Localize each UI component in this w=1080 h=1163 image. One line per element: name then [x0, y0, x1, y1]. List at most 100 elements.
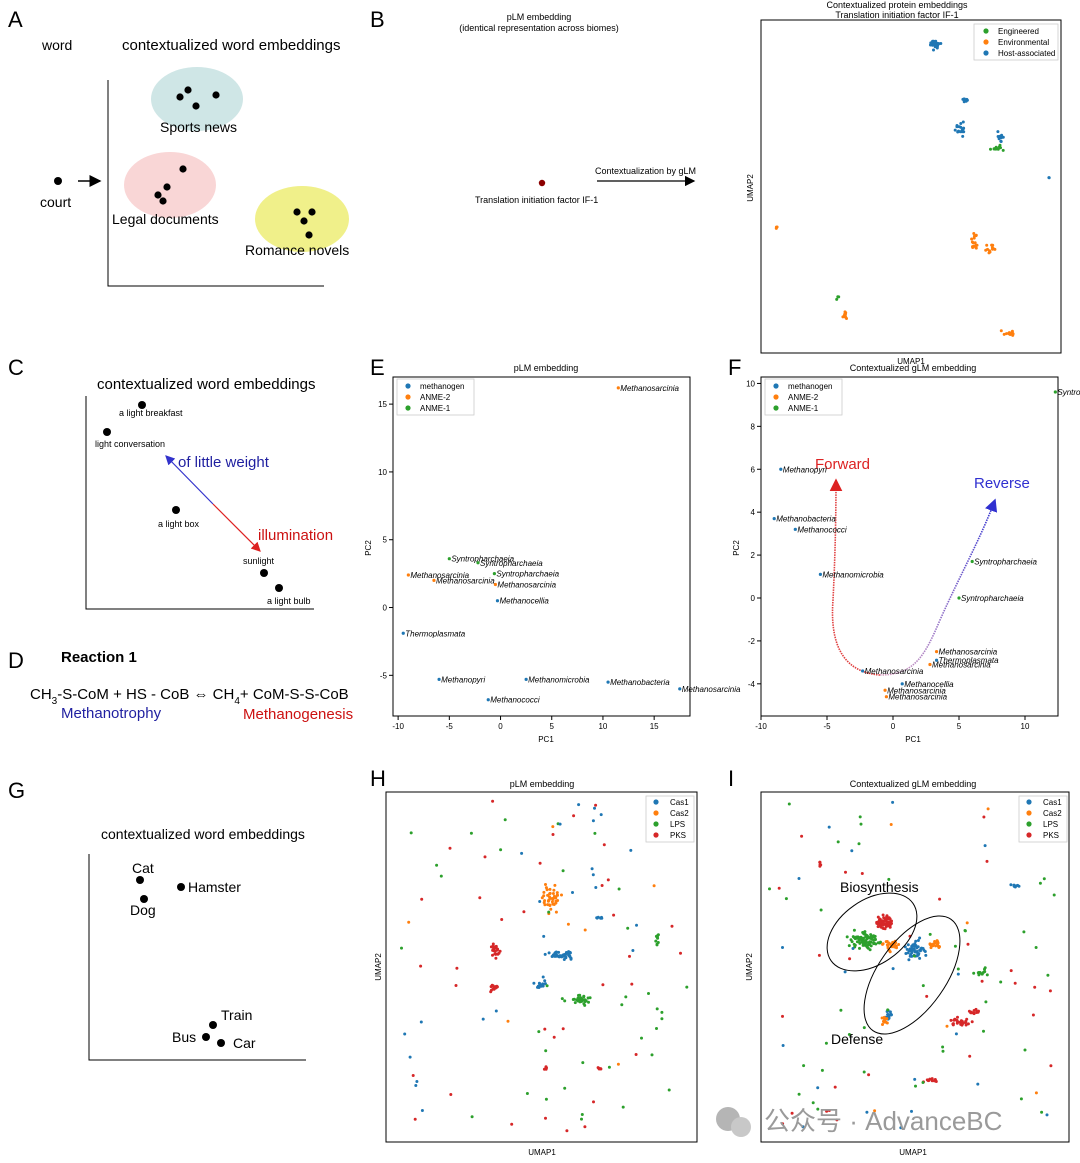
data-point: [506, 1019, 510, 1023]
data-point: [573, 1001, 577, 1005]
legend-label: Cas1: [670, 798, 689, 807]
data-point: [954, 1032, 958, 1036]
x-tick-label: 0: [891, 722, 896, 731]
data-point: [879, 921, 883, 925]
data-point: [784, 897, 788, 901]
data-point: [844, 311, 847, 315]
data-point: [914, 1084, 917, 1088]
data-point: [547, 899, 550, 903]
data-point: [600, 884, 604, 887]
data-point: [930, 1079, 934, 1083]
data-point: [890, 922, 893, 925]
data-point: [538, 984, 542, 988]
data-point: [626, 926, 630, 930]
data-point: [500, 918, 504, 921]
y-tick-label: 10: [378, 468, 387, 477]
data-point: [852, 942, 856, 946]
data-point: [656, 941, 660, 944]
data-point: [965, 1017, 969, 1021]
data-point: [801, 1125, 805, 1129]
data-point: [819, 908, 823, 912]
data-point: [525, 1092, 529, 1095]
data-point: [561, 954, 565, 958]
data-point: [845, 935, 849, 939]
data-point: [878, 941, 882, 945]
data-point: [408, 1055, 412, 1059]
x-tick-label: 10: [1021, 722, 1030, 731]
data-point: [847, 944, 851, 948]
data-point: [582, 1002, 586, 1006]
data-point: [999, 980, 1003, 984]
data-point: [862, 932, 866, 936]
data-point: [592, 1100, 595, 1104]
data-point: [493, 582, 498, 587]
data-point: [937, 945, 941, 949]
point-label: Thermoplasmata: [405, 629, 466, 638]
data-point: [777, 886, 781, 890]
data-point: [616, 386, 620, 390]
data-point: [420, 897, 424, 901]
data-point: [932, 48, 935, 52]
word-label: Bus: [172, 1029, 196, 1045]
legend-label: ANME-2: [788, 393, 819, 402]
data-point: [414, 1084, 418, 1087]
data-point: [929, 41, 933, 45]
data-point: [912, 948, 916, 952]
cwe-header-g: contextualized word embeddings: [101, 826, 305, 842]
point-label: Methanopyri: [441, 675, 485, 684]
data-point: [857, 842, 861, 846]
point-label: Methanobacteria: [610, 678, 670, 687]
data-point: [883, 919, 887, 923]
data-point: [895, 946, 898, 950]
data-point: [887, 877, 891, 881]
data-point: [827, 1109, 831, 1112]
data-point: [963, 929, 967, 933]
data-point: [977, 971, 981, 974]
data-point: [797, 877, 801, 880]
data-point: [561, 869, 565, 873]
data-point: [563, 1086, 567, 1090]
data-point: [1023, 1048, 1027, 1052]
data-point: [546, 893, 550, 897]
data-point: [876, 915, 880, 919]
legend-label: LPS: [670, 820, 685, 829]
plot-frame-b: [760, 19, 1062, 354]
data-point: [437, 677, 441, 681]
data-point: [816, 1107, 820, 1111]
data-point: [817, 953, 821, 957]
data-point: [1049, 1064, 1053, 1068]
y-tick-label: -4: [748, 680, 756, 689]
data-point: [953, 944, 957, 948]
data-point: [495, 599, 500, 603]
panel-label-g: G: [8, 778, 25, 803]
data-point: [873, 938, 877, 942]
word-dot: [212, 91, 220, 99]
data-point: [548, 903, 551, 907]
data-point: [1001, 135, 1005, 139]
plm-title-b: pLM embedding: [507, 12, 572, 22]
panel-d: Reaction 1 CH3-S-CoM + HS - CoB ⇔ CH4+ C…: [30, 649, 353, 723]
panel-label-d: D: [8, 648, 24, 673]
word-dot: [305, 231, 313, 239]
point-label: Methanomicrobia: [822, 570, 884, 579]
legend-marker: [1026, 832, 1032, 838]
point-label: Thermoplasmata: [939, 656, 1000, 665]
data-point: [862, 1026, 866, 1030]
data-point: [1013, 981, 1017, 985]
plot-frame-f: [760, 376, 1059, 717]
data-point: [594, 803, 598, 807]
data-point: [850, 849, 854, 853]
data-point: [933, 940, 937, 943]
plot-frame-h: [385, 791, 698, 1143]
data-point: [835, 1118, 839, 1122]
data-point: [1034, 1091, 1038, 1095]
data-point: [839, 1008, 843, 1012]
data-point: [811, 1101, 815, 1105]
label-defense: Defense: [831, 1031, 883, 1047]
word-dot: [293, 208, 301, 216]
data-point: [655, 1007, 659, 1011]
data-point: [886, 921, 890, 925]
data-point: [536, 985, 539, 989]
data-point: [612, 913, 616, 917]
point-label: Methanosarcinia: [436, 576, 495, 585]
